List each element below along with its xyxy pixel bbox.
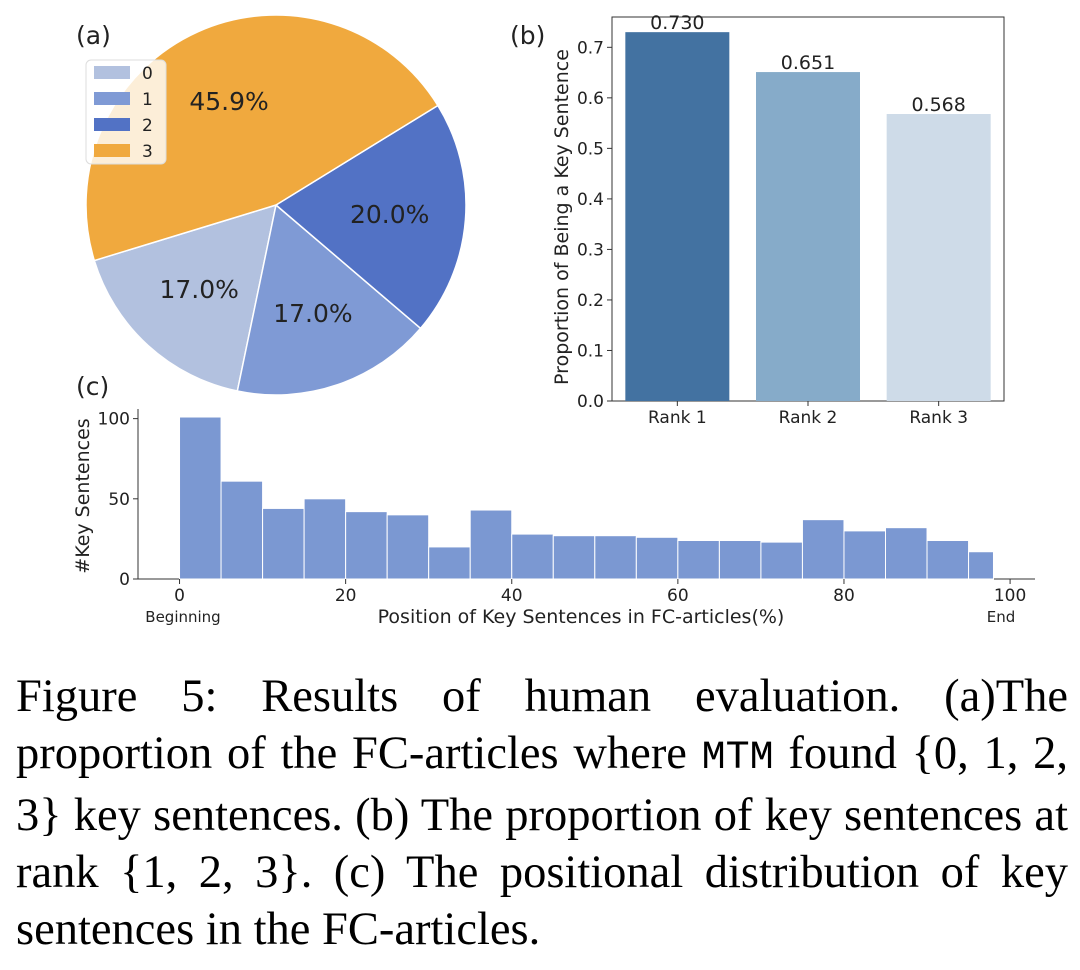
bar-2 [756, 72, 860, 402]
legend-swatch-2 [94, 118, 130, 131]
y-axis-title-b: Proportion of Being a Key Sentence [551, 49, 573, 385]
caption-text-part2: found {0, 1, 2, 3} key sentences. (b) Th… [16, 728, 1068, 955]
x-tick-label: 0 [174, 586, 185, 606]
histogram-bar [386, 514, 430, 580]
histogram-bar [760, 541, 803, 580]
caption-model-name: MTM [701, 736, 774, 781]
histogram-bar [179, 416, 222, 580]
y-tick-label: 0.5 [577, 139, 604, 159]
bar-3 [886, 114, 991, 401]
x-tick-label: 80 [833, 586, 855, 606]
bar-1 [625, 32, 730, 401]
legend-label-2: 2 [142, 116, 153, 136]
y-tick-label: 0.6 [577, 89, 604, 109]
legend-label-1: 1 [142, 90, 153, 110]
histogram-bar [926, 540, 970, 580]
histogram-bar [635, 536, 679, 580]
y-tick-label: 0.1 [577, 341, 604, 361]
histogram-bar [594, 535, 637, 580]
figure-caption: Figure 5: Results of human evaluation. (… [16, 668, 1068, 958]
y-tick-label: 0 [119, 570, 130, 590]
panel-label-a: (a) [76, 21, 111, 50]
histogram-bar [345, 511, 388, 580]
histogram-bar [220, 480, 264, 580]
pie-value-label: 17.0% [159, 275, 238, 304]
caption-text-part1: Figure 5: Results of human evaluation. (… [16, 671, 1068, 779]
histogram-bar [718, 540, 762, 580]
x-end-label: End [987, 608, 1016, 626]
histogram-bar [511, 533, 554, 580]
pie-legend: 0 1 2 3 [85, 59, 167, 165]
histogram-bar [428, 546, 471, 580]
y-tick-label: 50 [108, 490, 130, 510]
y-tick-label: 0.4 [577, 190, 604, 210]
pie-slice-3 [85, 14, 439, 262]
x-tick-label: 100 [994, 586, 1026, 606]
x-tick-label: 60 [667, 586, 689, 606]
y-tick-label: 0.3 [577, 240, 604, 260]
y-axis-title-c: #Key Sentences [72, 418, 94, 573]
legend-swatch-1 [94, 92, 130, 105]
histogram-bar [843, 530, 887, 580]
x-start-label: Beginning [145, 608, 220, 626]
pie-slice-0 [93, 203, 277, 392]
histogram-bar [677, 540, 720, 580]
x-tick-label: Rank 3 [909, 408, 968, 428]
histogram-bar [552, 535, 596, 580]
legend-frame [85, 59, 167, 165]
bar-value-label: 0.651 [781, 52, 835, 74]
histogram-panel: 0 20 40 60 80 100 0 50 100 Beginning End Position o… [72, 372, 1035, 628]
legend-swatch-0 [94, 66, 130, 79]
histogram-bar [262, 507, 305, 580]
legend-swatch-3 [94, 144, 130, 157]
histogram-bar [303, 498, 347, 580]
bar-value-label: 0.568 [911, 94, 965, 116]
pie-chart-panel: 17.0% 17.0% 20.0% 45.9% 0 1 2 3 (a) [76, 14, 467, 396]
x-tick-label: Rank 2 [779, 408, 838, 428]
x-axis-title-c: Position of Key Sentences in FC-articles… [378, 606, 785, 628]
panel-label-b: (b) [510, 21, 545, 50]
pie-value-label: 20.0% [350, 200, 429, 229]
x-tick-label: 20 [335, 586, 357, 606]
histogram-bar [968, 551, 994, 580]
histogram-bar [885, 527, 928, 580]
pie-slice-2 [274, 104, 467, 330]
y-tick-label: 0.0 [577, 392, 604, 412]
legend-label-0: 0 [142, 64, 153, 84]
pie-slice-1 [236, 203, 422, 396]
y-tick-label: 0.2 [577, 291, 604, 311]
histogram-bar [801, 519, 845, 580]
bar-value-label: 0.730 [650, 12, 704, 34]
pie-value-label: 17.0% [273, 299, 352, 328]
bar-chart-panel: 0.0 0.1 0.2 0.3 0.4 0.5 0.6 0.7 0.730 Rank 1 0.651… [510, 12, 1005, 428]
y-tick-label: 0.7 [577, 38, 604, 58]
x-tick-label: Rank 1 [648, 408, 707, 428]
y-tick-label: 100 [98, 410, 130, 430]
figure-canvas: 17.0% 17.0% 20.0% 45.9% 0 1 2 3 (a) 0.0 0.1 0.2 0.3… [72, 12, 1035, 628]
legend-label-3: 3 [142, 142, 153, 162]
panel-label-c: (c) [76, 372, 109, 401]
histogram-bar [469, 509, 513, 580]
pie-value-label: 45.9% [189, 87, 268, 116]
x-tick-label: 40 [501, 586, 523, 606]
